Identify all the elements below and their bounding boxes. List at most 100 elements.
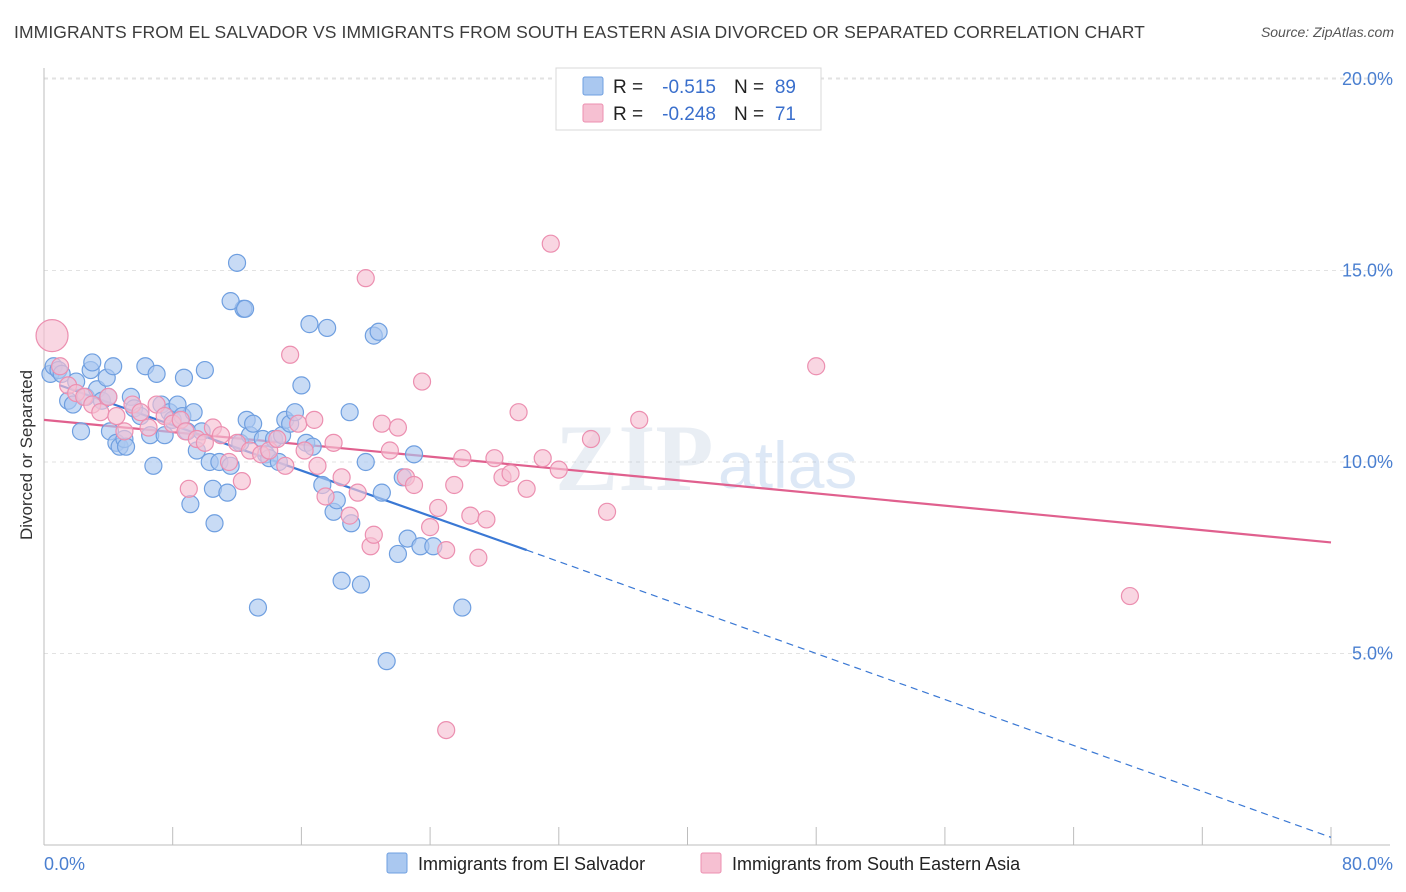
data-point-el-salvador (369, 322, 388, 341)
y-axis-label: Divorced or Separated (17, 370, 36, 540)
data-point-se-asia (91, 403, 110, 422)
data-point-se-asia (308, 456, 327, 475)
data-point-se-asia (139, 418, 158, 437)
legend-r-label: R = (613, 104, 643, 125)
tick-labels: 5.0% 10.0% 15.0% 20.0% 0.0% 80.0% (44, 69, 1393, 874)
source-label: Source: ZipAtlas.com (1260, 24, 1394, 40)
data-point-el-salvador (218, 483, 237, 502)
data-point-se-asia (1120, 586, 1140, 606)
data-point-el-salvador (104, 357, 123, 376)
data-point-se-asia (195, 433, 214, 452)
legend-swatch-pink (700, 852, 722, 874)
y-tick-label: 20.0% (1342, 69, 1393, 89)
data-point-el-salvador (83, 353, 102, 372)
data-point-el-salvador (248, 598, 268, 617)
data-point-se-asia (445, 475, 464, 495)
data-point-el-salvador (235, 299, 255, 318)
data-point-se-asia (107, 406, 126, 426)
data-point-se-asia (412, 372, 432, 391)
data-point-el-salvador (356, 452, 375, 472)
data-point-se-asia (501, 464, 520, 483)
legend-n-label: N = (734, 77, 764, 98)
data-point-se-asia (356, 269, 375, 288)
legend-swatch-blue (386, 852, 408, 874)
data-point-el-salvador (340, 403, 359, 422)
data-point-se-asia (404, 475, 424, 495)
data-point-se-asia (597, 502, 617, 521)
data-point-se-asia (581, 429, 601, 449)
data-point-el-salvador (300, 315, 319, 334)
data-points (35, 112, 1140, 740)
data-point-se-asia (324, 433, 343, 452)
data-point-el-salvador (144, 456, 163, 475)
data-point-se-asia (295, 441, 314, 460)
data-point-se-asia (453, 449, 472, 468)
legend-series-label: Immigrants from El Salvador (418, 854, 645, 874)
data-point-se-asia (348, 483, 367, 502)
data-point-se-asia (469, 548, 488, 567)
data-point-se-asia (232, 472, 251, 491)
data-point-el-salvador (181, 495, 200, 514)
data-point-se-asia (115, 422, 134, 441)
data-point-el-salvador (351, 575, 371, 594)
data-point-se-asia (807, 357, 826, 376)
data-point-se-asia (316, 487, 335, 506)
data-point-se-asia (219, 452, 239, 472)
data-point-se-asia (437, 720, 456, 740)
data-point-el-salvador (404, 445, 424, 464)
data-point-el-salvador (71, 422, 91, 441)
data-point-se-asia (541, 234, 560, 253)
data-point-se-asia (289, 414, 308, 433)
legend-swatch-blue (582, 76, 604, 96)
data-point-se-asia (437, 540, 456, 560)
data-point-el-salvador (195, 360, 214, 380)
data-point-se-asia (421, 518, 440, 537)
trend-line-el-salvador-extension (526, 549, 1332, 838)
data-point-se-asia (630, 410, 649, 429)
legend-r-value: -0.248 (662, 104, 716, 125)
y-tick-label: 15.0% (1342, 261, 1393, 281)
data-point-el-salvador (292, 376, 311, 395)
data-point-el-salvador (318, 318, 337, 338)
data-point-se-asia (50, 357, 70, 376)
y-tick-label: 5.0% (1352, 644, 1393, 664)
data-point-se-asia (509, 403, 528, 422)
axes (43, 68, 1390, 846)
data-point-se-asia (305, 410, 324, 429)
data-point-se-asia (477, 510, 496, 529)
grid-lines (44, 77, 1390, 654)
data-point-el-salvador (453, 598, 472, 617)
data-point-se-asia (131, 403, 150, 422)
legend-swatch-pink (582, 103, 604, 123)
data-point-se-asia (268, 429, 287, 449)
watermark: ZIP atlas (555, 405, 857, 511)
legend-r-value: -0.515 (662, 77, 716, 98)
data-point-se-asia (364, 525, 383, 544)
chart-title: IMMIGRANTS FROM EL SALVADOR VS IMMIGRANT… (14, 22, 1145, 42)
data-point-se-asia (211, 426, 231, 445)
data-point-el-salvador (205, 514, 224, 533)
data-point-se-asia (461, 506, 480, 525)
series-legend: Immigrants from El Salvador Immigrants fr… (386, 852, 1021, 874)
data-point-se-asia (276, 456, 295, 475)
data-point-el-salvador (221, 292, 240, 311)
legend-r-label: R = (613, 77, 643, 98)
legend-n-label: N = (734, 104, 764, 125)
legend-n-value: 71 (775, 104, 796, 125)
x-tick-label: 0.0% (44, 854, 85, 874)
data-point-se-asia (533, 449, 552, 468)
data-point-el-salvador (147, 364, 166, 384)
data-point-se-asia (388, 418, 408, 437)
data-point-se-asia (485, 449, 504, 468)
data-point-el-salvador (244, 414, 263, 433)
data-point-se-asia (35, 319, 69, 353)
legend-n-value: 89 (775, 77, 796, 98)
correlation-legend: R = -0.515 N = 89 R = -0.248 N = 71 (555, 67, 822, 131)
y-tick-label: 10.0% (1342, 452, 1393, 472)
data-point-se-asia (517, 479, 536, 498)
data-point-se-asia (372, 414, 391, 433)
data-point-se-asia (281, 345, 300, 364)
legend-series-label: Immigrants from South Eastern Asia (732, 854, 1021, 874)
data-point-el-salvador (388, 544, 408, 564)
